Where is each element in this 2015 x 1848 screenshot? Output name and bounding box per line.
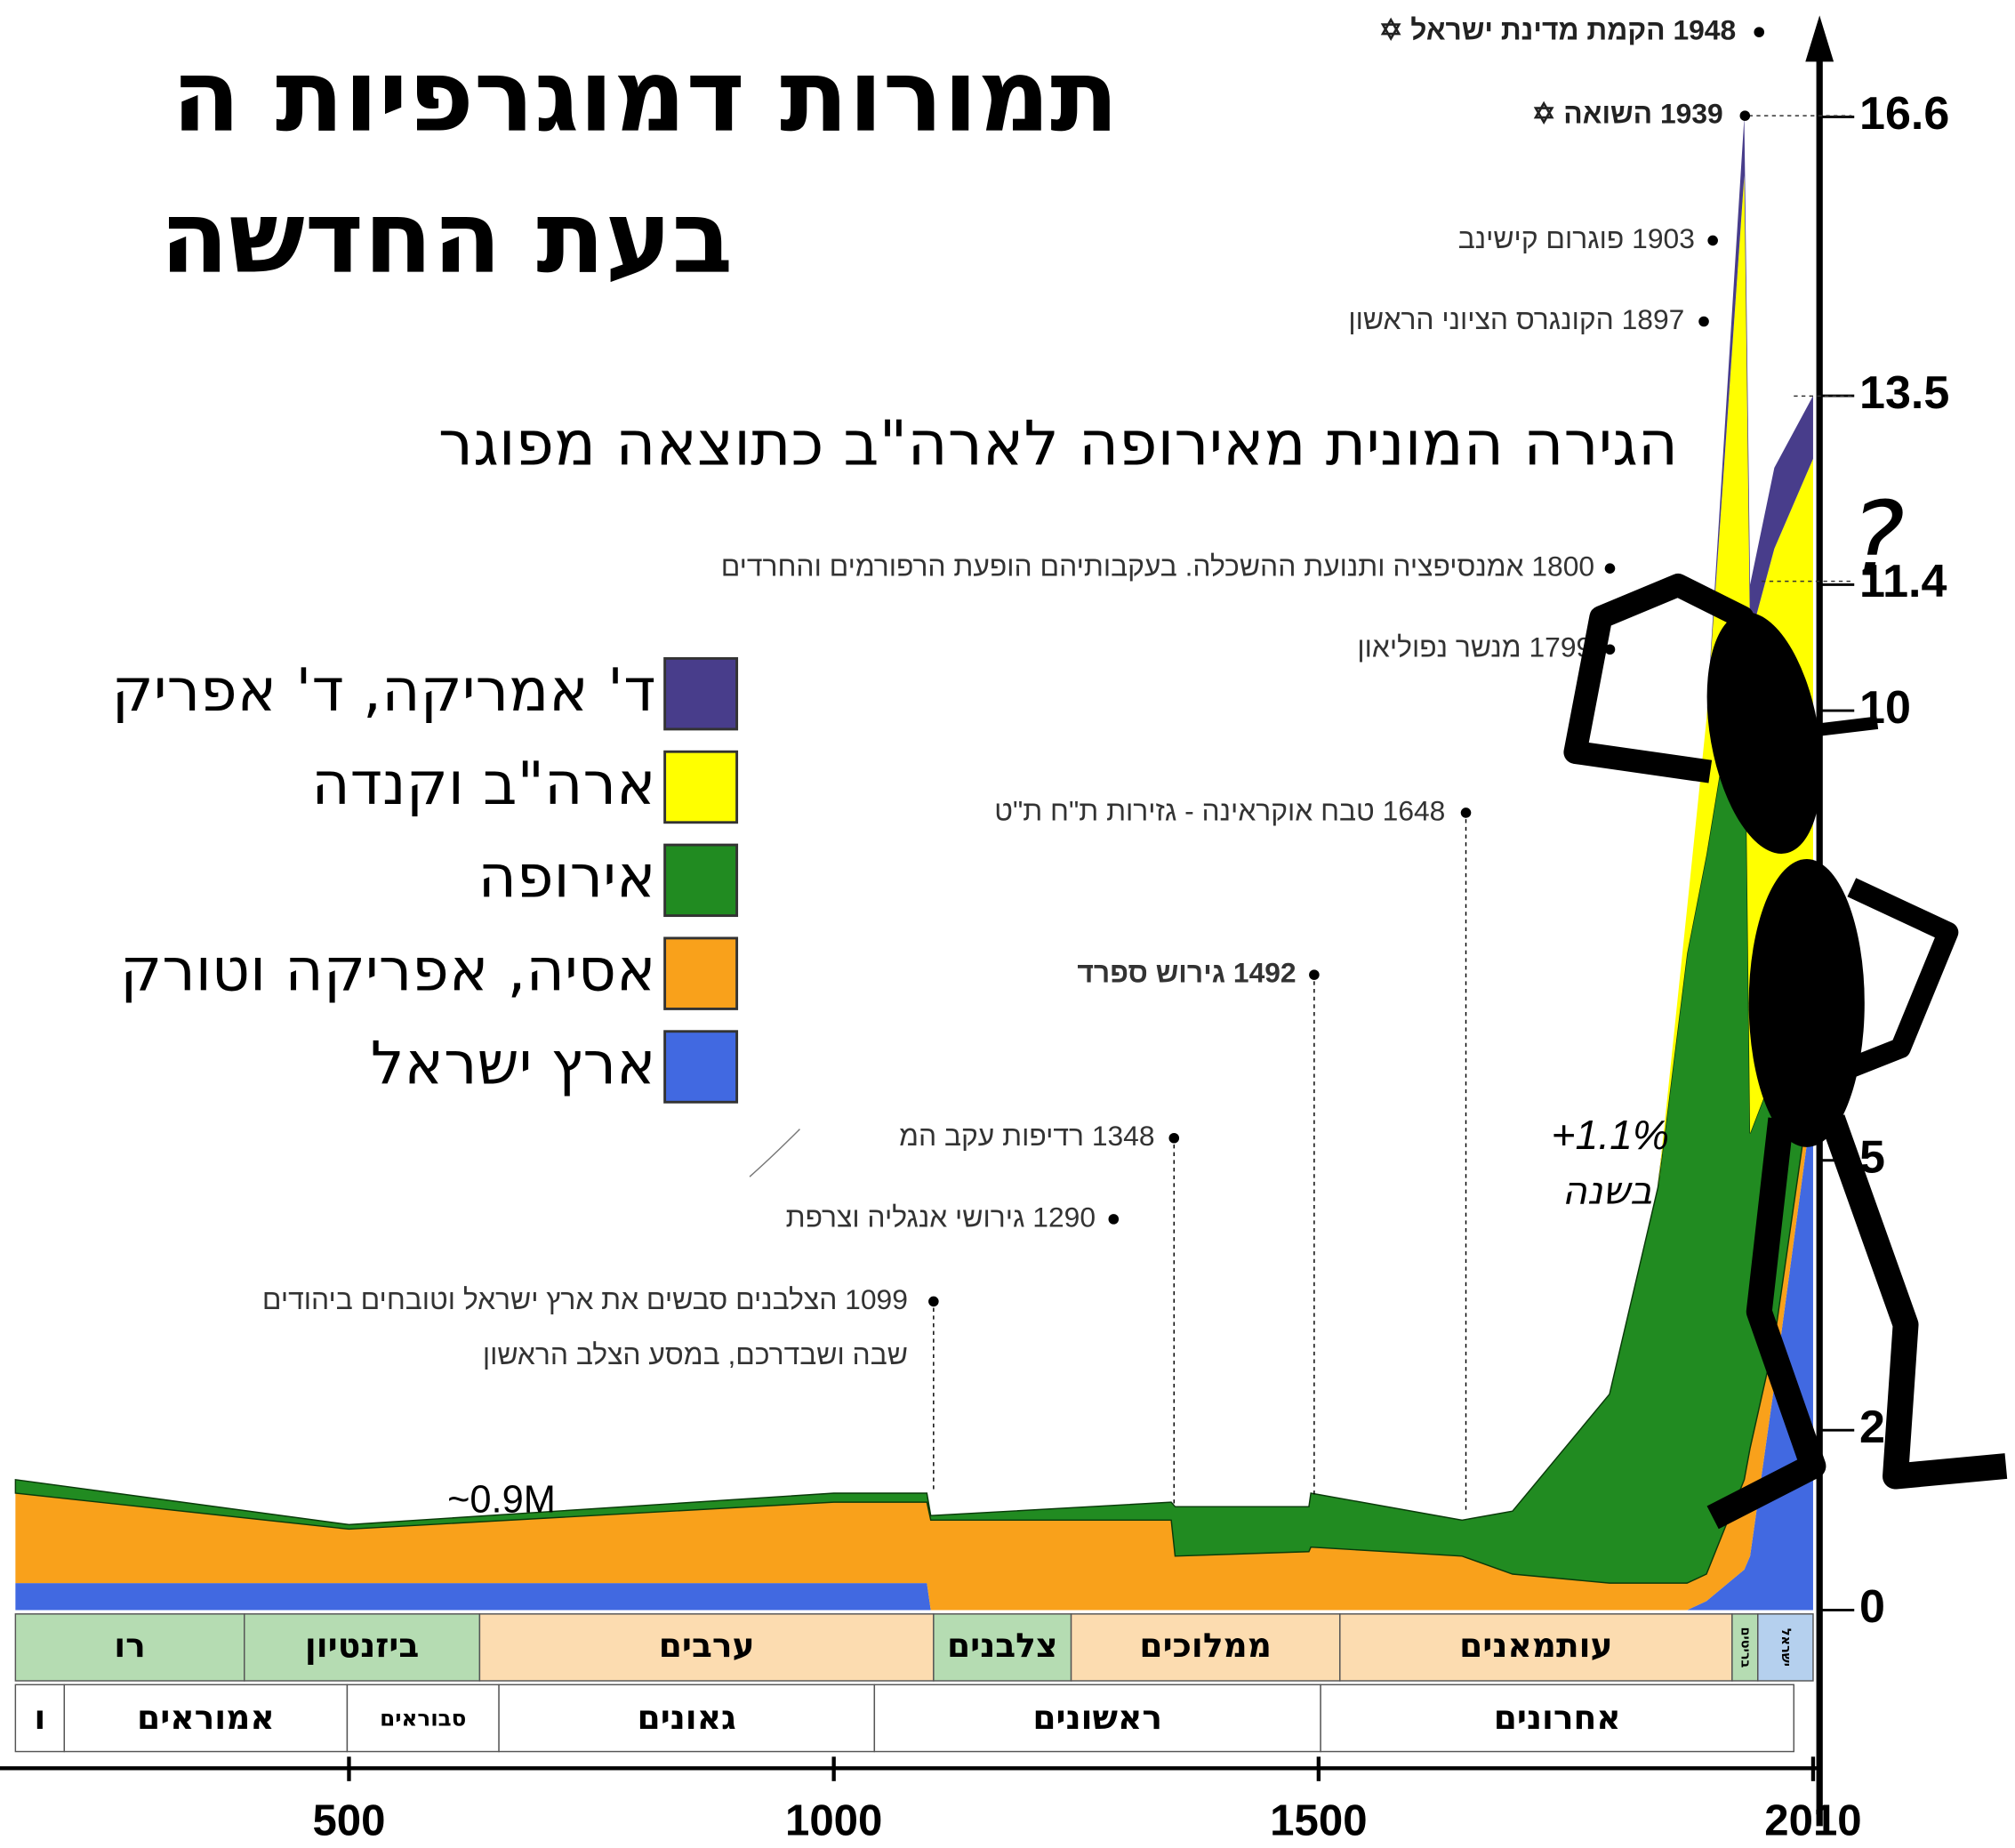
period-band (873, 1683, 1321, 1753)
period-band (933, 1613, 1072, 1682)
period-label: עותמאנים (1459, 1626, 1612, 1665)
period-band (244, 1613, 481, 1682)
period-label: ממלוכים (1139, 1626, 1272, 1665)
axis-arrow (1805, 15, 1834, 62)
period-label: ביזנטיון (305, 1626, 419, 1665)
x-tick-label: 1500 (1270, 1796, 1367, 1845)
question-mark: ? (1850, 480, 1905, 599)
legend-swatch (663, 936, 739, 1010)
period-label: צלבנים (947, 1626, 1057, 1665)
value-label: +1.1% (1552, 1112, 1669, 1158)
period-band (1320, 1683, 1794, 1753)
period-label: גאונים (638, 1698, 736, 1737)
annotation-dot (1309, 969, 1320, 980)
period-label: בריטים (1738, 1627, 1752, 1667)
y-tick-label: 11.4 (1859, 556, 1947, 607)
period-label: אחרונים (1494, 1698, 1621, 1737)
title-line: בעת החדשה (160, 179, 733, 296)
annotation-dot (928, 1296, 939, 1307)
annotation-dot (1460, 807, 1472, 818)
legend-label: אירופה (478, 842, 656, 912)
annotation: 1492 גירוש ספרד (1077, 957, 1296, 989)
legend-label: אסיה, אפריקה וטורק (120, 935, 655, 1004)
annotation-dot (1698, 316, 1709, 327)
period-label: ישראל (1778, 1628, 1793, 1667)
annotation: 1903 פוגרום קישינב (1458, 222, 1695, 254)
legend-swatch (663, 843, 739, 918)
period-band (14, 1613, 245, 1682)
annotation-dot (1168, 1132, 1180, 1144)
annotation-dot (1108, 1214, 1120, 1225)
value-label: ~0.9M (447, 1478, 556, 1521)
period-label: ו (34, 1698, 45, 1737)
period-band (1339, 1613, 1733, 1682)
thinking-figure: ? (1563, 480, 2008, 1530)
annotation: 1348 רדיפות עקב המ (899, 1120, 1154, 1152)
value-label: בשנה (1562, 1169, 1653, 1213)
period-band (14, 1683, 66, 1753)
subtitle: הגירה המונית מאירופה לארה"ב כתוצאה מפוגר (438, 408, 1678, 479)
figure-body (1748, 858, 1865, 1147)
y-tick-label: 0 (1859, 1581, 1885, 1633)
period-band (478, 1613, 935, 1682)
figure-limb (1847, 878, 1959, 1077)
legend-swatch (663, 1030, 739, 1104)
title-line: תמורות דמוגרפיות ה (172, 36, 1119, 154)
legend-label: ארה"ב וקנדה (311, 749, 655, 818)
legend-swatch (663, 656, 739, 731)
y-tick-label: 16.6 (1859, 88, 1949, 140)
annotation: 1099 הצלבנים סבשים את ארץ ישראל וטובחים … (262, 1283, 908, 1315)
annotation: 1799 מנשר נפוליאון (1357, 631, 1592, 663)
x-tick-label: 1000 (785, 1796, 882, 1845)
annotation: 1897 הקונגרס הציוני הראשון (1348, 303, 1684, 335)
legend-swatch (663, 750, 739, 824)
annotation: 1948 הקמת מדינת ישראל ✡ (1379, 14, 1736, 46)
figure-limb (1812, 716, 1879, 737)
annotation: 1800 אמנסיפציה ותנועת ההשכלה. בעקבותיהם … (721, 550, 1594, 583)
period-band (1731, 1613, 1759, 1682)
period-label: סבוראים (380, 1705, 466, 1731)
y-tick-label: 2 (1859, 1402, 1885, 1453)
figure-limb (1820, 1114, 2008, 1490)
period-label: ראשונים (1032, 1698, 1162, 1737)
figure-head (1706, 612, 1822, 854)
annotation: שבה ושבדרכם, במסע הצלב הראשון (483, 1338, 908, 1370)
legend-label: ארץ ישראל (371, 1028, 656, 1097)
annotation: 1290 גירושי אנגליה וצרפת (786, 1201, 1096, 1233)
annotation-dot (1739, 110, 1751, 121)
annotation-dot (1754, 27, 1765, 37)
period-label: רו (114, 1626, 146, 1665)
x-tick-label: 2010 (1764, 1796, 1861, 1845)
annotation-line (749, 1129, 800, 1177)
period-band (346, 1683, 500, 1753)
annotation-dot (1604, 563, 1616, 574)
annotation-dot (1604, 644, 1616, 655)
period-band (1070, 1613, 1341, 1682)
legend-label: ד' אמריקה, ד' אפריק (112, 655, 656, 725)
figure-limb (1706, 1117, 1826, 1530)
annotation-dot (1707, 235, 1718, 246)
annotation: 1648 טבח אוקראינה - גזירות ת"ח ת"ט (994, 794, 1445, 826)
period-label: ערבים (659, 1626, 755, 1665)
annotation: 1939 השואה ✡ (1532, 98, 1723, 130)
period-label: אמוראים (137, 1698, 275, 1737)
y-tick-label: 13.5 (1859, 367, 1949, 419)
period-band (1757, 1613, 1814, 1682)
period-band (63, 1683, 349, 1753)
x-tick-label: 500 (312, 1796, 385, 1845)
